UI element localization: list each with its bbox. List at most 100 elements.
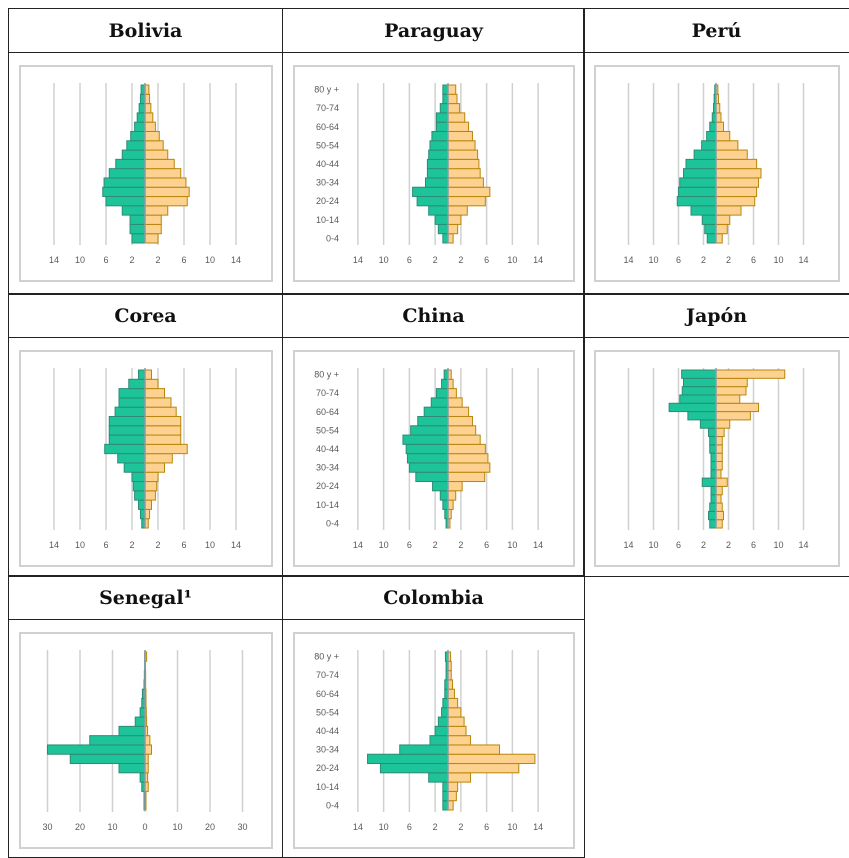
age-group-label: 70-74	[316, 388, 339, 398]
female-bar	[447, 499, 454, 510]
x-tick-label: 6	[751, 540, 756, 550]
female-bar	[447, 406, 470, 417]
male-bar	[434, 725, 449, 737]
female-bar	[715, 419, 731, 429]
male-bar	[129, 214, 146, 225]
male-bar	[131, 233, 146, 244]
female-bar	[144, 186, 190, 198]
female-bar	[447, 471, 486, 483]
male-bar	[123, 462, 146, 473]
male-bar	[415, 471, 449, 483]
male-bar	[708, 510, 717, 521]
male-bar	[399, 744, 449, 755]
country-cell: Bolivia 14 10 6 2 2 6 10 14	[8, 8, 283, 295]
male-bar	[426, 158, 449, 170]
male-bar	[701, 140, 717, 151]
age-group-label: 10-14	[316, 782, 339, 792]
male-bar	[701, 477, 717, 487]
female-bar	[447, 168, 481, 179]
male-bar	[709, 502, 717, 512]
x-tick-label: 6	[676, 255, 681, 265]
male-bar	[437, 716, 449, 727]
male-bar	[424, 177, 449, 188]
female-bar	[447, 397, 463, 408]
female-bar	[715, 205, 742, 216]
male-bar	[121, 205, 146, 216]
female-bar	[144, 397, 172, 408]
x-tick-label: 6	[407, 255, 412, 265]
x-tick-label: 6	[103, 255, 108, 265]
male-bar	[699, 419, 717, 429]
male-bar	[706, 233, 717, 244]
male-bar	[118, 763, 146, 774]
male-bar	[676, 196, 717, 207]
male-bar	[679, 394, 717, 404]
female-bar	[144, 168, 182, 179]
male-bar	[683, 168, 717, 179]
female-bar	[447, 223, 459, 235]
x-tick-label: 14	[533, 822, 543, 832]
female-bar	[447, 443, 486, 455]
age-group-label: 70-74	[316, 103, 339, 113]
x-tick-label: 10	[205, 255, 215, 265]
x-tick-label: 2	[155, 540, 160, 550]
pyramid-chart: 14 10 6 2 2 6 10 14	[19, 65, 273, 282]
female-bar	[715, 233, 723, 244]
female-bar	[715, 130, 731, 142]
female-bar	[715, 140, 739, 151]
female-bar	[715, 186, 758, 198]
country-cell: Colombia 14 10 6 2 2 6 10 14 80 y + 70-74 60-64 50-5…	[282, 575, 585, 858]
female-bar	[447, 121, 470, 132]
male-bar	[69, 753, 146, 765]
x-tick-label: 30	[237, 822, 247, 832]
x-tick-label: 14	[49, 255, 59, 265]
male-bar	[405, 443, 449, 455]
chart-title: Colombia	[283, 576, 584, 620]
female-bar	[144, 103, 152, 114]
pyramid-chart: 14 10 6 2 2 6 10 14	[594, 65, 840, 282]
female-bar	[447, 697, 459, 709]
x-tick-label: 6	[484, 540, 489, 550]
female-bar	[144, 388, 165, 399]
male-bar	[47, 744, 146, 755]
male-bar	[442, 781, 449, 792]
age-group-label: 80 y +	[314, 652, 339, 662]
x-tick-label: 14	[353, 822, 363, 832]
pyramid-svg: 14 10 6 2 2 6 10 14	[623, 368, 809, 550]
x-tick-label: 2	[726, 255, 731, 265]
female-bar	[447, 233, 454, 244]
x-tick-label: 10	[773, 540, 783, 550]
male-bar	[134, 490, 146, 501]
x-tick-label: 6	[484, 822, 489, 832]
age-group-label: 60-64	[316, 122, 339, 132]
female-bar	[447, 481, 463, 492]
x-tick-label: 10	[773, 255, 783, 265]
x-tick-label: 2	[433, 822, 438, 832]
female-bar	[715, 214, 731, 225]
male-bar	[429, 140, 449, 151]
male-bar	[138, 103, 146, 114]
x-tick-label: 20	[205, 822, 215, 832]
age-group-label: 30-34	[316, 463, 339, 473]
female-bar	[715, 510, 724, 521]
female-bar	[447, 415, 473, 427]
female-bar	[447, 186, 491, 198]
x-tick-label: 14	[623, 540, 633, 550]
x-tick-label: 10	[507, 822, 517, 832]
male-bar	[693, 149, 717, 160]
female-bar	[715, 519, 723, 529]
x-tick-label: 6	[181, 540, 186, 550]
x-tick-label: 14	[353, 540, 363, 550]
female-bar	[715, 223, 728, 235]
female-bar	[144, 196, 188, 207]
x-tick-label: 6	[751, 255, 756, 265]
pyramid-chart: 14 10 6 2 2 6 10 14	[594, 350, 840, 567]
female-bar	[715, 502, 723, 512]
male-bar	[442, 790, 449, 802]
female-bar	[447, 140, 476, 151]
age-group-label: 30-34	[316, 745, 339, 755]
country-cell: Senegal¹ 30 20 10 0 10 20 30	[8, 575, 283, 858]
male-bar	[406, 453, 449, 464]
x-tick-label: 10	[107, 822, 117, 832]
x-tick-label: 10	[507, 255, 517, 265]
